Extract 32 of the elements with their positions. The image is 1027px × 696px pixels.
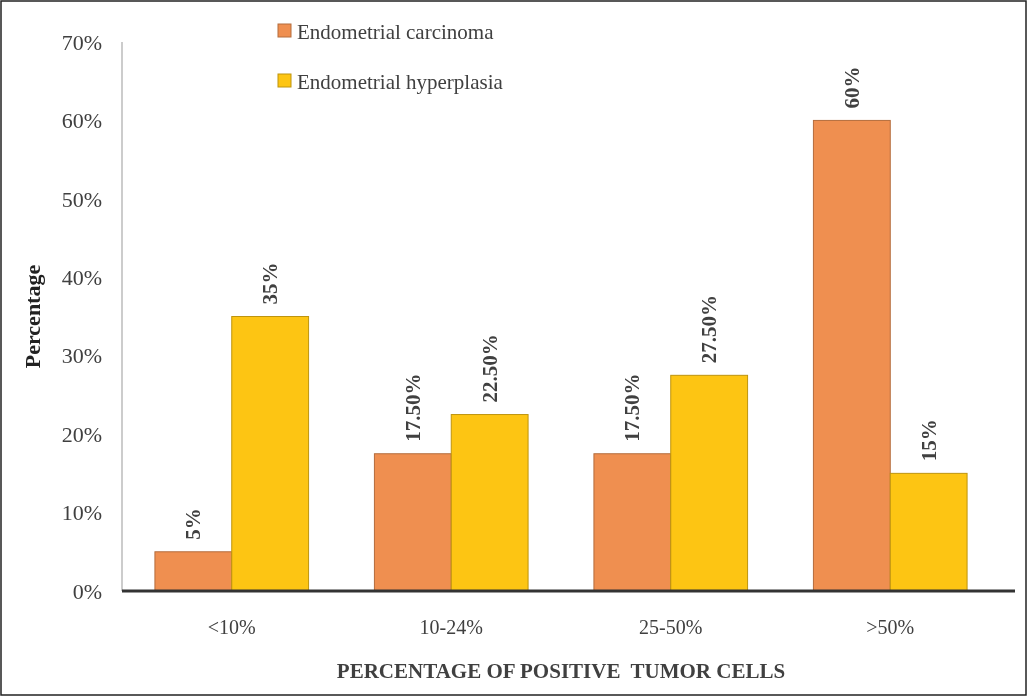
data-label: 15%	[916, 419, 941, 462]
data-label: 5%	[181, 508, 206, 540]
x-tick-label: 25-50%	[639, 616, 703, 638]
data-label: 17.50%	[620, 373, 645, 442]
x-tick-label: >50%	[866, 616, 915, 638]
data-label: 22.50%	[477, 334, 502, 403]
bar	[231, 316, 310, 592]
data-label: 27.50%	[697, 295, 722, 364]
bar	[373, 453, 452, 592]
legend-label: Endometrial hyperplasia	[297, 70, 504, 95]
y-tick-label: 20%	[61, 421, 102, 447]
x-tick-label: 10-24%	[419, 616, 483, 638]
y-tick-label: 60%	[61, 108, 102, 134]
y-tick-label: 0%	[72, 578, 102, 604]
bar	[450, 414, 529, 592]
y-tick-label: 50%	[61, 186, 102, 212]
bar	[154, 551, 233, 592]
bar	[889, 472, 968, 592]
data-label: 60%	[839, 66, 864, 109]
x-axis-title: PERCENTAGE OF POSITIVE TUMOR CELLS	[336, 659, 786, 683]
y-tick-label: 10%	[61, 500, 102, 526]
x-tick-label: <10%	[207, 616, 256, 638]
data-label: 17.50%	[400, 373, 425, 442]
bar	[670, 374, 749, 592]
y-tick-label: 40%	[61, 264, 102, 290]
legend-label: Endometrial carcinoma	[297, 20, 495, 45]
bar	[593, 453, 672, 592]
bar	[812, 119, 891, 592]
y-axis-title: Percentage	[20, 264, 45, 369]
y-tick-label: 70%	[61, 29, 102, 55]
y-tick-label: 30%	[61, 343, 102, 369]
data-label: 35%	[258, 262, 283, 305]
